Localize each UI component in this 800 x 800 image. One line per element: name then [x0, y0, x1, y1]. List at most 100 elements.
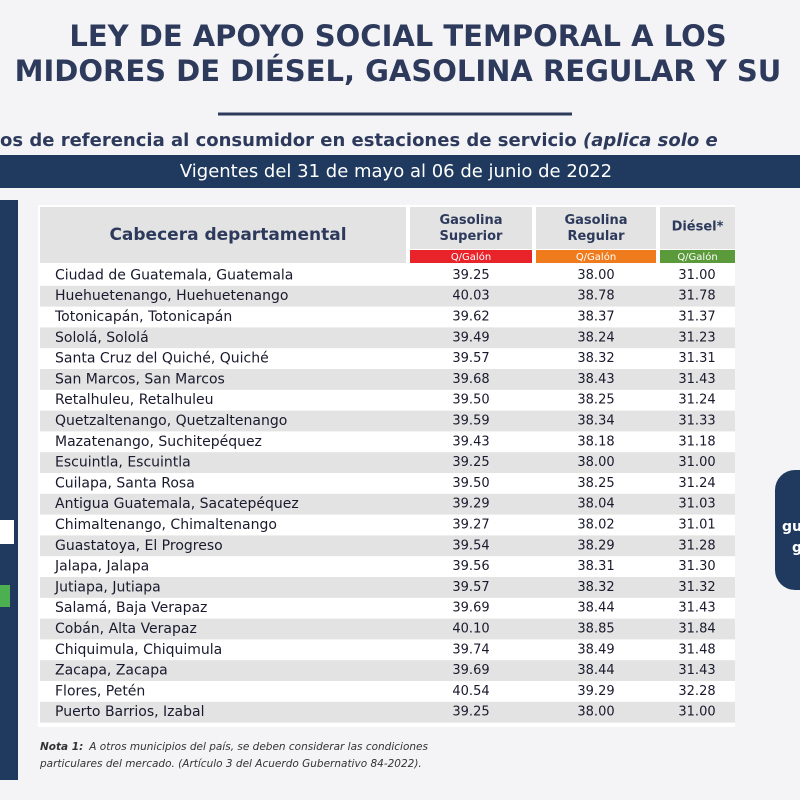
row-band: [40, 618, 735, 640]
note: Nota 1: A otros municipios del país, se d…: [40, 741, 428, 753]
region-name: Cobán, Alta Verapaz: [55, 621, 197, 637]
row-band: [40, 369, 735, 390]
price: 38.29: [577, 538, 614, 553]
region-name: Zacapa, Zacapa: [55, 663, 168, 679]
unit-cell: [660, 250, 735, 263]
price: 40.03: [452, 289, 489, 304]
column-header: Cabecera departamental: [109, 225, 346, 245]
row-band: [40, 493, 735, 515]
unit-cell: [410, 250, 532, 263]
price: 31.43: [678, 372, 715, 387]
price: 31.00: [678, 268, 715, 283]
price: 31.30: [678, 559, 715, 574]
price: 31.32: [678, 580, 715, 595]
row-band: [40, 701, 735, 723]
price: 38.43: [577, 372, 614, 387]
price: 39.56: [452, 559, 489, 574]
side-badge: [775, 470, 800, 590]
header-cell: [536, 207, 656, 249]
price: 32.28: [678, 684, 715, 699]
header-word: Superior: [440, 229, 504, 244]
region-name: Flores, Petén: [55, 683, 145, 699]
unit-label: Q/Galón: [576, 251, 616, 263]
region-name: Jutiapa, Jutiapa: [54, 579, 161, 595]
price: 38.78: [577, 289, 614, 304]
region-name: Huehuetenango, Huehuetenango: [55, 288, 288, 304]
region-name: Chiquimula, Chiquimula: [55, 642, 222, 658]
title-line: MIDORES DE DIÉSEL, GASOLINA REGULAR Y SU: [15, 54, 782, 88]
price: 39.57: [452, 580, 489, 595]
title-line: LEY DE APOYO SOCIAL TEMPORAL A LOS: [69, 19, 726, 53]
price: 31.00: [678, 455, 715, 470]
side-fragment: gu: [782, 519, 800, 535]
row-band: [40, 410, 735, 432]
price: 39.74: [452, 642, 489, 657]
region-name: Cuilapa, Santa Rosa: [55, 475, 195, 491]
price: 39.29: [577, 684, 614, 699]
region-name: Escuintla, Escuintla: [55, 455, 191, 471]
price: 31.48: [678, 642, 715, 657]
row-band: [40, 327, 735, 349]
price: 39.25: [452, 268, 489, 283]
price: 38.32: [577, 580, 614, 595]
price: 31.01: [678, 518, 715, 533]
region-name: Salamá, Baja Verapaz: [55, 600, 207, 616]
price: 39.50: [452, 476, 489, 491]
region-name: San Marcos, San Marcos: [55, 371, 225, 387]
region-name: Guastatoya, El Progreso: [55, 538, 223, 554]
unit-cell: [536, 250, 656, 263]
price: 38.00: [577, 455, 614, 470]
price: 38.32: [577, 351, 614, 366]
row-band: [40, 285, 735, 307]
price: 31.78: [678, 289, 715, 304]
region-name: Puerto Barrios, Izabal: [55, 704, 204, 720]
banner: [0, 155, 800, 188]
price: 39.25: [452, 455, 489, 470]
price: 31.28: [678, 538, 715, 553]
price: 39.57: [452, 351, 489, 366]
side-strip: [0, 585, 10, 607]
price: 38.18: [577, 434, 614, 449]
price: 38.25: [577, 476, 614, 491]
column-header: Diésel*: [672, 220, 724, 235]
price: 31.23: [678, 330, 715, 345]
row-band: [40, 660, 735, 681]
subtitle-text: os de referencia al consumidor en estaci…: [0, 130, 577, 151]
price: 38.00: [577, 705, 614, 720]
price: 39.68: [452, 372, 489, 387]
region-name: Quetzaltenango, Quetzaltenango: [55, 413, 287, 429]
header-word: Gasolina: [439, 213, 502, 228]
note-text: A otros municipios del país, se deben co…: [88, 741, 428, 753]
price: 31.84: [678, 622, 715, 637]
side-panel: [0, 200, 18, 780]
side-fragment: g: [792, 540, 800, 556]
price: 38.25: [577, 393, 614, 408]
price: 38.31: [577, 559, 614, 574]
price: 38.00: [577, 268, 614, 283]
price: 39.29: [452, 497, 489, 512]
price: 31.24: [678, 476, 715, 491]
price: 38.04: [577, 497, 614, 512]
note-label: Nota 1:: [40, 741, 83, 753]
price: 31.43: [678, 663, 715, 678]
price: 39.25: [452, 705, 489, 720]
price: 38.85: [577, 622, 614, 637]
region-name: Chimaltenango, Chimaltenango: [55, 517, 277, 533]
price: 39.43: [452, 434, 489, 449]
price: 39.69: [452, 663, 489, 678]
price: 31.43: [678, 601, 715, 616]
price: 38.37: [577, 310, 614, 325]
price: 39.49: [452, 330, 489, 345]
price: 39.50: [452, 393, 489, 408]
header-word: Regular: [567, 229, 625, 244]
header-cell: [40, 207, 406, 263]
region-name: Mazatenango, Suchitepéquez: [55, 434, 262, 450]
region-name: Retalhuleu, Retalhuleu: [55, 392, 213, 408]
price: 31.24: [678, 393, 715, 408]
price: 38.44: [577, 663, 614, 678]
price: 31.33: [678, 414, 715, 429]
price: 31.03: [678, 497, 715, 512]
price: 39.69: [452, 601, 489, 616]
unit-label: Q/Galón: [451, 251, 491, 263]
